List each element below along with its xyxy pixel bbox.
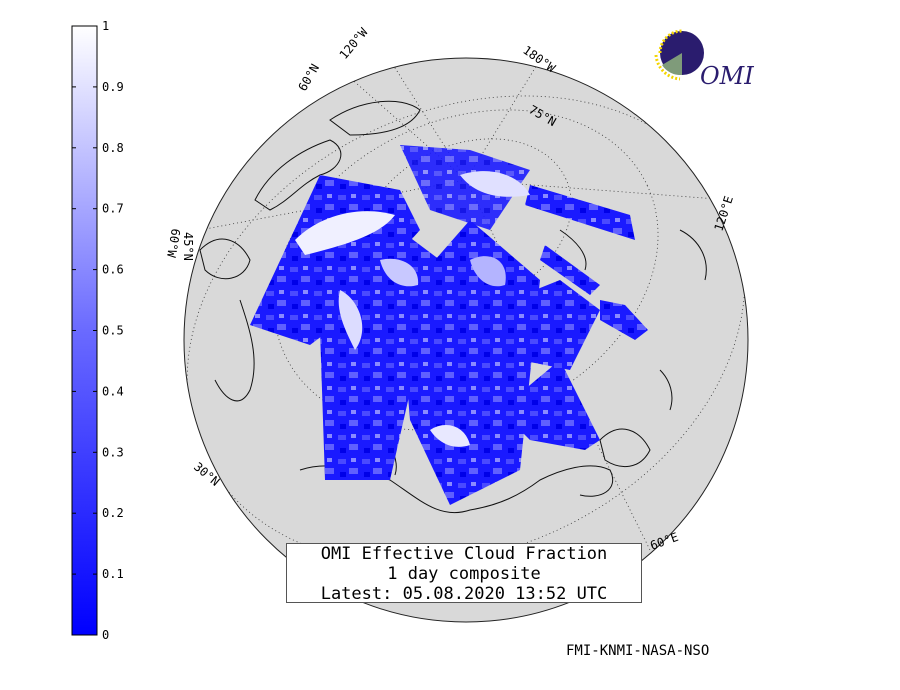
cloud-streak-5 — [380, 258, 419, 287]
swath-7 — [525, 185, 635, 240]
swath-8 — [540, 245, 600, 295]
colorbar: 0 0.1 0.2 0.3 0.4 0.5 0.6 0.7 0.8 0.9 1 — [71, 19, 124, 642]
swath-5 — [500, 360, 600, 450]
label-lon-120w: 120°W — [337, 25, 371, 62]
label-lat-60n: 60°N — [295, 61, 322, 93]
title-line-2: 1 day composite — [387, 564, 541, 584]
cloud-streak-1 — [295, 211, 395, 255]
colorbar-tick-label: 0.7 — [102, 202, 124, 216]
colorbar-tick-label: 0.1 — [102, 567, 124, 581]
colorbar-tick-label: 0.9 — [102, 80, 124, 94]
label-lat-45n: 45°N — [181, 232, 195, 261]
colorbar-tick-label: 0.6 — [102, 263, 124, 277]
colorbar-tick-label: 0.8 — [102, 141, 124, 155]
colorbar-ticks: 0 0.1 0.2 0.3 0.4 0.5 0.6 0.7 0.8 0.9 1 — [72, 19, 124, 642]
cloud-fraction-swaths — [250, 145, 648, 505]
colorbar-tick-label: 0.4 — [102, 384, 124, 398]
colorbar-tick-label: 0.5 — [102, 324, 124, 338]
cloud-streak-6 — [470, 256, 506, 287]
colorbar-tick-label: 0.3 — [102, 445, 124, 459]
cloud-streak-2 — [338, 290, 363, 350]
credit-text: FMI-KNMI-NASA-NSO — [566, 643, 710, 659]
colorbar-tick-label: 0.2 — [102, 506, 124, 520]
cloud-streak-4 — [460, 171, 530, 197]
globe: 120°W 180°W 120°E 60°E 60°W 75°N 60°N 45… — [164, 25, 749, 623]
omi-logo-icon — [654, 29, 704, 81]
cloud-streak-3 — [430, 425, 470, 447]
swath-4 — [510, 280, 600, 370]
omi-logo-text: OMI — [700, 62, 754, 90]
label-lon-60w: 60°W — [164, 227, 183, 259]
colorbar-gradient — [71, 25, 98, 636]
title-line-3: Latest: 05.08.2020 13:52 UTC — [320, 584, 608, 604]
swath-6 — [400, 145, 530, 230]
swath-9 — [600, 300, 648, 340]
title-line-1: OMI Effective Cloud Fraction — [320, 544, 608, 564]
colorbar-tick-label: 1 — [102, 19, 109, 33]
colorbar-tick-label: 0 — [102, 628, 109, 642]
title-box: OMI Effective Cloud Fraction 1 day compo… — [286, 543, 642, 604]
